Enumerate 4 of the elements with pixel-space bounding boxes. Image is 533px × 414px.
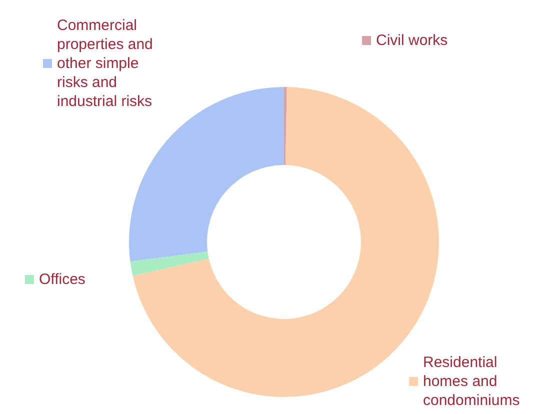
legend-label: Residential homes and condominiums [423,354,520,409]
legend-label: Commercial properties and other simple risks and industrial risks [57,17,158,110]
legend-label: Offices [39,271,86,288]
legend-label: Civil works [376,32,448,49]
